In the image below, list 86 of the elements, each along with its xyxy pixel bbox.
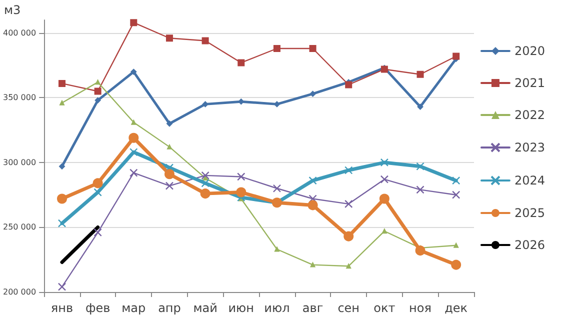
point [165,164,174,172]
point [346,264,352,269]
point [237,172,246,181]
point [166,144,172,150]
point [57,194,67,204]
point [308,194,317,203]
y-tick-label: 250 000 [2,222,36,232]
legend-label: 2021 [514,76,546,90]
point [200,188,210,199]
point [128,132,139,143]
point [310,90,316,97]
y-tick-label: 300 000 [2,158,36,167]
point [58,80,66,87]
legend-label: 2023 [514,140,546,154]
point [201,171,210,180]
point [58,219,66,228]
point [379,194,390,204]
point [452,190,460,199]
point [416,186,424,194]
point [58,282,66,291]
legend-label: 2025 [514,206,546,220]
x-tick-label: сен [338,301,360,315]
point [238,59,245,66]
point [382,228,387,234]
point [416,162,424,170]
y-axis-title: м3 [4,3,21,17]
point [345,81,352,88]
x-tick-label: дек [444,301,468,315]
point [92,178,103,188]
point [310,262,316,268]
x-tick-label: янв [50,301,74,315]
point [166,34,173,42]
x-tick-label: апр [158,301,181,315]
x-tick-label: май [193,301,218,315]
x-tick-label: фев [85,301,110,315]
point [165,182,174,190]
x-tick-label: ноя [409,301,432,315]
point [130,148,138,156]
point [344,200,353,208]
point [94,88,102,95]
point [95,80,100,85]
point [201,179,210,188]
point [308,200,318,210]
legend-label: 2026 [514,238,546,252]
point [166,120,172,127]
point [416,70,424,78]
point [417,104,424,110]
point [131,120,136,125]
legend-label: 2022 [514,108,546,122]
point [452,52,460,60]
x-tick-label: авг [302,301,324,315]
x-tick-label: июн [228,301,254,315]
point [272,184,282,192]
point [130,19,138,26]
y-tick-label: 350 000 [2,93,36,102]
x-tick-label: мар [122,301,146,315]
x-tick-label: окт [374,301,396,315]
point [202,176,208,181]
point [130,68,137,75]
legend-label: 2024 [514,174,546,188]
legend-label: 2020 [514,44,546,58]
y-tick-label: 200 000 [2,288,36,296]
point [164,169,174,180]
point [380,175,389,184]
point [94,97,101,104]
point [94,188,102,196]
point [452,176,460,185]
point [274,246,280,252]
point [273,44,280,52]
point [451,260,462,270]
point [454,242,459,248]
point [415,246,426,256]
point [236,187,246,198]
point [202,101,208,108]
point [58,163,65,170]
point [94,228,102,237]
point [309,44,316,52]
point [202,37,209,44]
x-tick-label: июл [264,301,290,315]
point [380,158,389,167]
point [59,100,64,106]
point [344,166,353,174]
point [308,176,317,185]
y-tick-label: 400 000 [2,28,36,38]
point [344,231,354,242]
point [130,168,138,177]
